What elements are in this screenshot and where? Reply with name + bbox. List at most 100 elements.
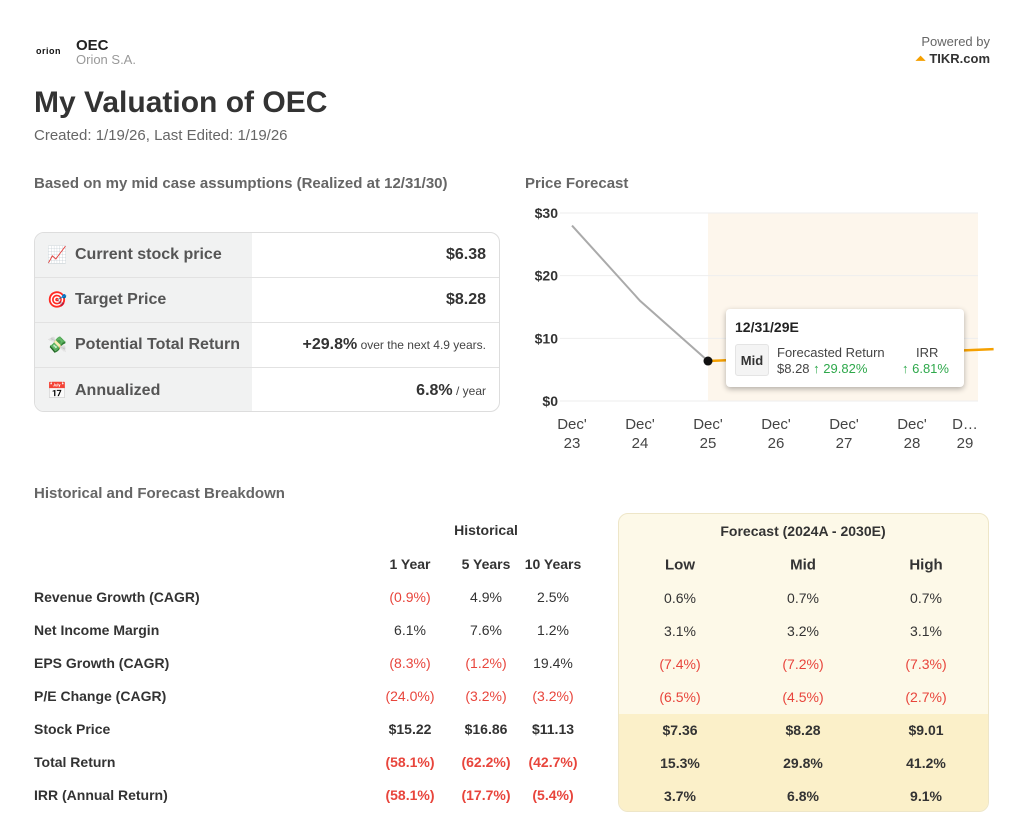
table-cell: (3.2%) (465, 688, 507, 704)
column-header: Mid (790, 556, 816, 574)
x-tick-label: 29 (957, 435, 974, 452)
table-cell: (4.5%) (782, 689, 824, 705)
table-cell: $8.28 (785, 722, 821, 738)
table-cell: (42.7%) (528, 754, 578, 770)
table-cell: (62.2%) (461, 754, 511, 770)
table-cell: 9.1% (910, 788, 942, 804)
table-cell: 0.6% (664, 590, 696, 606)
table-cell: (58.1%) (385, 754, 435, 770)
column-header: High (909, 556, 943, 574)
tooltip-price: $8.28 (777, 361, 810, 376)
tikr-brand[interactable]: ⏶ TIKR.com (915, 51, 990, 67)
summary-label: 💸 Potential Total Return (35, 323, 252, 367)
table-cell: 0.7% (910, 590, 942, 606)
tooltip-return: ↑ 29.82% (813, 361, 868, 376)
chart-tooltip: 12/31/29E Mid Forecasted Return $8.28 ↑ … (726, 309, 964, 387)
summary-box: 📈 Current stock price $6.38 🎯 Target Price $8… (34, 232, 500, 412)
table-cell: 4.9% (470, 589, 502, 605)
table-cell: 41.2% (906, 755, 946, 771)
row-label: Stock Price (34, 721, 111, 737)
y-tick-label: $10 (535, 330, 559, 346)
table-cell: 19.4% (533, 655, 573, 671)
y-tick-label: $20 (535, 268, 559, 284)
table-cell: (8.3%) (389, 655, 431, 671)
x-tick-label: D… (952, 416, 978, 433)
summary-label-text: Target Price (75, 291, 167, 308)
x-tick-label: 28 (904, 435, 921, 452)
company-name: Orion S.A. (76, 52, 136, 67)
x-tick-label: Dec' (829, 416, 859, 433)
x-tick-label: 24 (632, 435, 649, 452)
summary-icon: 📅 (47, 382, 67, 400)
tooltip-case-badge: Mid (735, 344, 769, 376)
row-label: Total Return (34, 754, 116, 770)
forecast-header: Forecast (2024A - 2030E) (720, 523, 886, 539)
row-label: P/E Change (CAGR) (34, 688, 167, 704)
row-label: IRR (Annual Return) (34, 787, 168, 803)
table-cell: 15.3% (660, 755, 700, 771)
column-header: Low (665, 556, 695, 574)
chart-title: Price Forecast (525, 175, 629, 192)
table-cell: 6.1% (394, 622, 426, 638)
table-cell: 3.1% (664, 623, 696, 639)
x-tick-label: 27 (836, 435, 853, 452)
table-cell: (3.2%) (532, 688, 574, 704)
table-cell: $9.01 (908, 722, 944, 738)
summary-value: $8.28 (252, 291, 499, 309)
column-header: 1 Year (389, 556, 431, 572)
table-cell: $16.86 (464, 721, 508, 737)
table-cell: (6.5%) (659, 689, 701, 705)
x-tick-label: Dec' (693, 416, 723, 433)
forecast-highlight (619, 714, 988, 811)
table-cell: $15.22 (388, 721, 432, 737)
breakdown-heading: Historical and Forecast Breakdown (34, 485, 285, 502)
tooltip-return-label: Forecasted Return (777, 345, 885, 360)
table-cell: (7.3%) (905, 656, 947, 672)
table-cell: 0.7% (787, 590, 819, 606)
tooltip-date: 12/31/29E (735, 319, 799, 335)
x-tick-label: Dec' (897, 416, 927, 433)
series-line-historical (571, 224, 709, 362)
tikr-logo-icon: ⏶ (915, 51, 930, 66)
summary-icon: 🎯 (47, 292, 67, 309)
brand-label: TIKR.com (929, 51, 990, 66)
summary-icon: 💸 (47, 337, 67, 354)
summary-icon: 📈 (47, 247, 67, 264)
table-cell: 3.7% (664, 788, 696, 804)
table-cell: (2.7%) (905, 689, 947, 705)
summary-label-text: Annualized (75, 381, 161, 399)
row-label: EPS Growth (CAGR) (34, 655, 170, 671)
current-price-point (703, 356, 713, 366)
row-label: Net Income Margin (34, 622, 160, 638)
summary-label-text: Potential Total Return (75, 336, 241, 353)
summary-label-text: Current stock price (75, 246, 222, 263)
summary-label: 📅 Annualized (35, 368, 252, 411)
table-cell: 7.6% (470, 622, 502, 638)
table-cell: 1.2% (537, 622, 569, 638)
summary-value-main: +29.8% (302, 336, 358, 353)
summary-value: +29.8% over the next 4.9 years. (252, 336, 499, 354)
summary-label: 📈 Current stock price (35, 233, 252, 277)
table-cell: 2.5% (537, 589, 569, 605)
summary-row: 📅 Annualized 6.8% / year (35, 368, 499, 411)
table-cell: (5.4%) (532, 787, 574, 803)
summary-value: $6.38 (252, 246, 499, 264)
table-cell: (58.1%) (385, 787, 435, 803)
summary-value-main: $8.28 (445, 291, 486, 308)
table-cell: (7.2%) (782, 656, 824, 672)
y-tick-label: $30 (535, 205, 559, 221)
summary-value-suffix: / year (452, 383, 486, 398)
table-cell: (0.9%) (389, 589, 431, 605)
summary-value-suffix: over the next 4.9 years. (357, 338, 486, 352)
tooltip-irr-value: ↑ 6.81% (902, 361, 949, 376)
summary-value-main: 6.8% (416, 381, 453, 399)
page-title: My Valuation of OEC (34, 86, 328, 119)
row-label: Revenue Growth (CAGR) (34, 589, 200, 605)
company-logo: orion (36, 46, 61, 56)
tooltip-return-value: $8.28 ↑ 29.82% (777, 361, 867, 376)
created-date: Created: 1/19/26, Last Edited: 1/19/26 (34, 127, 288, 144)
ticker: OEC (76, 37, 109, 54)
summary-row: 📈 Current stock price $6.38 (35, 233, 499, 278)
summary-row: 💸 Potential Total Return +29.8% over the n… (35, 323, 499, 368)
x-tick-label: 26 (768, 435, 785, 452)
